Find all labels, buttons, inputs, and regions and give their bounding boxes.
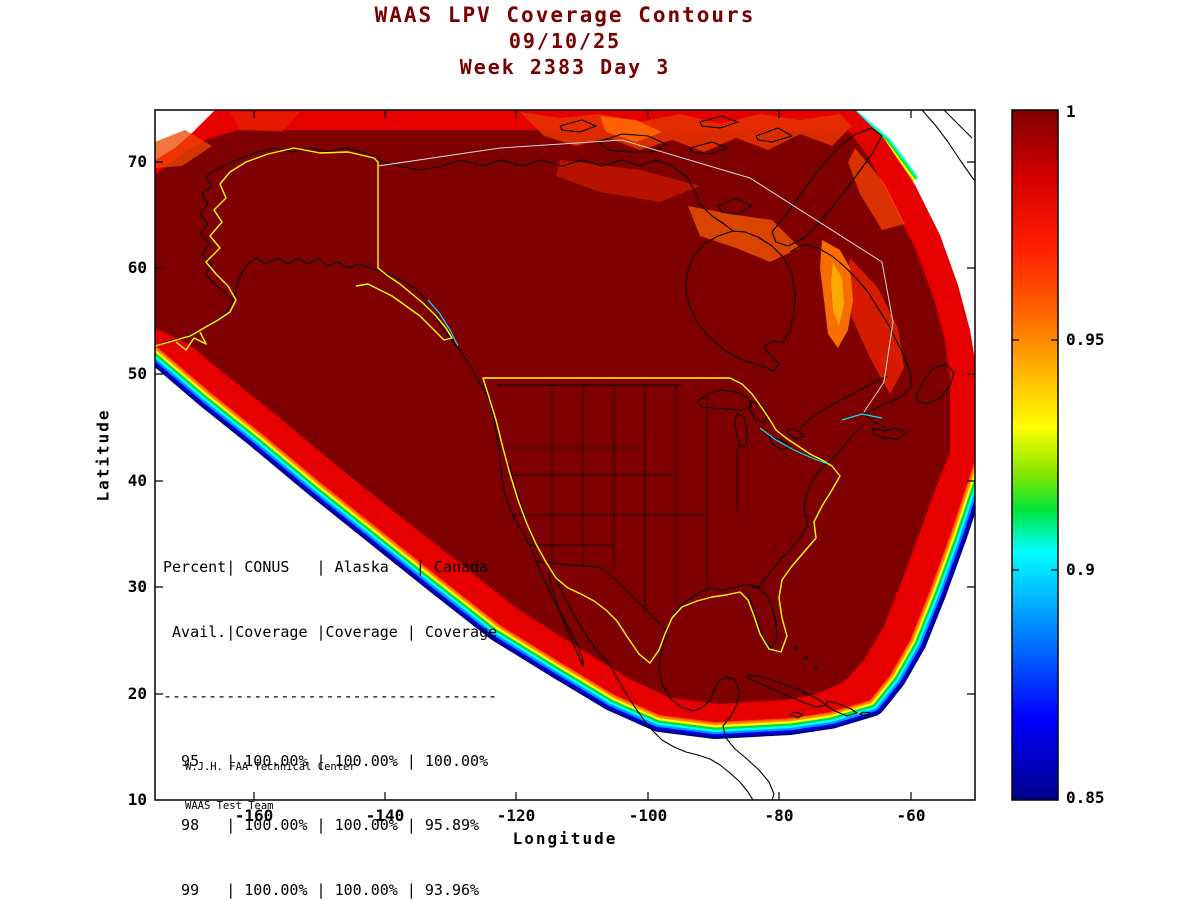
colorbar-gradient <box>1011 109 1059 801</box>
x-tick-label-0: -160 <box>234 806 274 825</box>
plot-title-line3: Week 2383 Day 3 <box>459 55 671 79</box>
conus-boundary <box>482 377 841 664</box>
coastlines <box>159 110 975 800</box>
y-tick-label-6: 10 <box>127 790 147 809</box>
y-tick-marks <box>155 161 975 695</box>
greenland-coast <box>921 110 975 181</box>
coverage-table-row-98: 98 | 100.00% | 100.00% | 95.89% <box>163 816 480 834</box>
credit-text: W.J.H. FAA Technical Center WAAS Test Te… <box>185 735 356 839</box>
plot-title-line1: WAAS LPV Coverage Contours <box>374 3 756 27</box>
gray-service-lines <box>377 139 894 413</box>
alaska-boundary <box>155 147 453 351</box>
availability-mottling-patches <box>155 112 905 394</box>
y-tick-label-5: 20 <box>127 684 147 703</box>
y-tick-label-4: 30 <box>127 577 147 596</box>
y-tick-label-1: 60 <box>127 258 147 277</box>
plot-title-line2: 09/10/25 <box>508 29 622 53</box>
coverage-table-row-95: 95 | 100.00% | 100.00% | 100.00% <box>163 751 489 770</box>
plot-title: WAAS LPV Coverage Contours 09/10/25 Week… <box>155 2 975 80</box>
service-lines <box>377 139 894 465</box>
x-tick-label-2: -120 <box>496 806 536 825</box>
plot-frame <box>154 109 976 801</box>
x-tick-label-4: -80 <box>764 806 794 825</box>
x-tick-label-1: -140 <box>365 806 405 825</box>
y-tick-label-3: 40 <box>127 471 147 490</box>
x-tick-label-3: -100 <box>628 806 668 825</box>
great-lakes <box>696 389 805 451</box>
x-axis-label: Longitude <box>512 829 618 848</box>
y-tick-label-0: 70 <box>127 152 147 171</box>
coverage-table-header-2: Avail.|Coverage |Coverage | Coverage <box>163 622 498 641</box>
x-tick-marks <box>253 110 912 800</box>
colorbar-tick-marks <box>1012 339 1058 571</box>
coverage-core-darkred <box>155 130 950 704</box>
map-content <box>155 110 975 800</box>
coastline-west-alaska <box>159 147 734 562</box>
credit-line-1: W.J.H. FAA Technical Center <box>185 761 356 773</box>
borders-us <box>497 384 681 632</box>
state-borders <box>499 385 738 612</box>
colorbar <box>1011 109 1059 801</box>
cyan-service-lines <box>427 299 883 465</box>
coverage-table-divider: ------------------------------------- <box>163 687 498 705</box>
coverage-table-header-1: Percent| CONUS | Alaska | Canada <box>163 558 489 576</box>
colorbar-tick-label-1: 0.95 <box>1066 330 1105 349</box>
y-axis-label: Latitude <box>93 408 113 502</box>
colorbar-tick-label-0: 1 <box>1066 102 1076 121</box>
service-boundaries-yellow <box>155 147 841 664</box>
x-tick-label-5: -60 <box>896 806 926 825</box>
coastline-hudson-labrador <box>685 230 955 440</box>
arctic-islands <box>559 115 883 247</box>
coastline-east-gulf <box>658 424 865 800</box>
coastline-mexico-baja <box>535 560 754 800</box>
colorbar-tick-label-2: 0.9 <box>1066 560 1095 579</box>
credit-line-2: WAAS Test Team <box>185 800 274 812</box>
caribbean-islands <box>747 674 872 719</box>
coverage-table: Percent| CONUS | Alaska | Canada Avail.|… <box>163 514 497 900</box>
colorbar-tick-label-3: 0.85 <box>1066 788 1105 807</box>
y-tick-label-2: 50 <box>127 364 147 383</box>
coverage-table-row-99: 99 | 100.00% | 100.00% | 93.96% <box>163 880 480 899</box>
